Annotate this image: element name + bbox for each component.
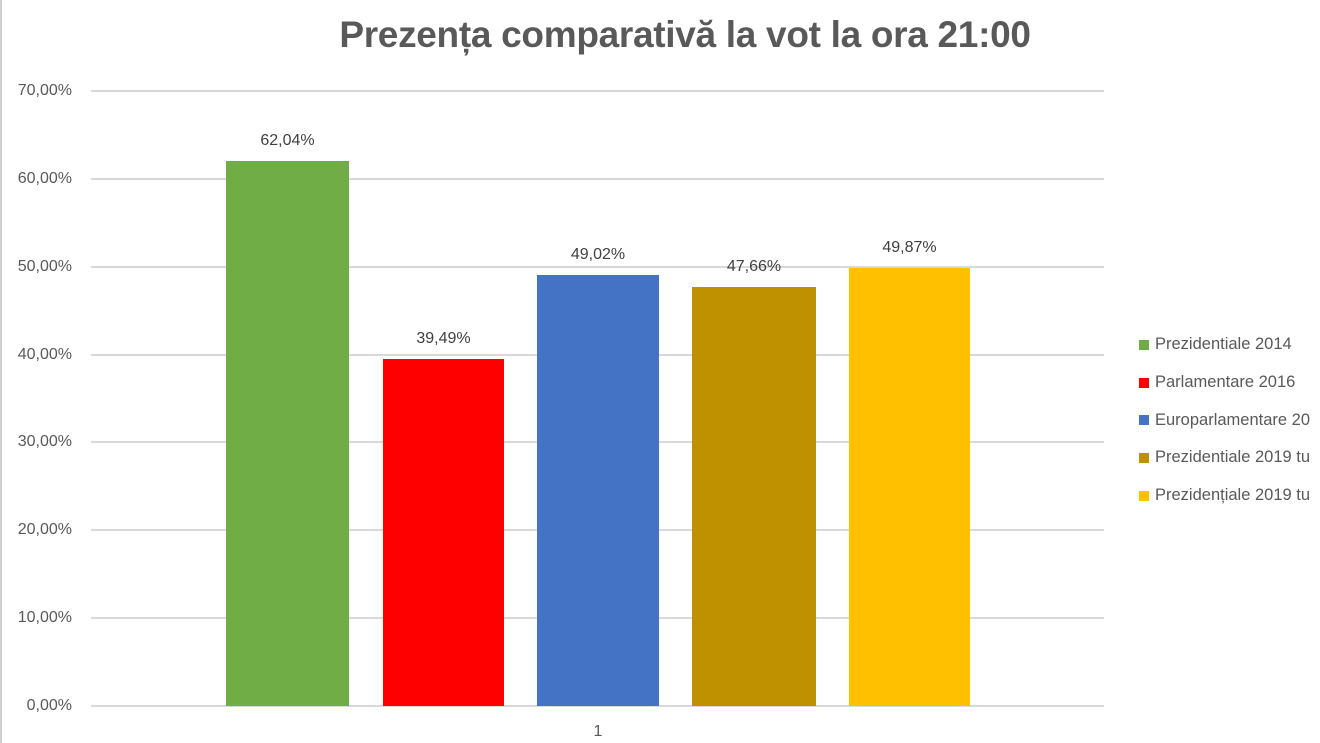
legend-swatch-icon: [1139, 377, 1149, 388]
plot-area: 0,00% 10,00% 20,00% 30,00% 40,00% 50,00% 60,00…: [18, 82, 1104, 714]
legend-item: Prezidentiale 2014: [1139, 326, 1310, 364]
y-tick-label: 10,00%: [17, 609, 72, 627]
legend-item: Parlamentare 2016: [1139, 364, 1310, 402]
legend-swatch-icon: [1139, 490, 1149, 501]
legend-swatch-icon: [1139, 415, 1149, 426]
y-tick-label: 30,00%: [17, 433, 72, 451]
bar: [226, 160, 349, 706]
legend-label: Europarlamentare 20: [1155, 410, 1311, 429]
y-tick-label: 50,00%: [17, 257, 72, 275]
legend-swatch-icon: [1139, 452, 1149, 463]
legend: Prezidentiale 2014 Parlamentare 2016 Europ…: [1139, 326, 1310, 514]
legend-label: Prezidențiale 2019 tu: [1155, 486, 1311, 505]
chart-frame-border: [0, 0, 2, 743]
gridline: [91, 90, 1104, 92]
legend-label: Parlamentare 2016: [1155, 373, 1296, 392]
gridline: [91, 265, 1104, 268]
bar: [537, 275, 659, 706]
y-tick-label: 20,00%: [17, 521, 72, 539]
legend-item: Europarlamentare 20: [1139, 401, 1310, 439]
chart-title: Prezența comparativă la vot la ora 21:00: [339, 14, 1031, 55]
y-tick-label: 0,00%: [26, 697, 72, 714]
data-label: 49,02%: [570, 246, 626, 264]
legend-swatch-icon: [1139, 339, 1149, 350]
bar: [383, 359, 504, 706]
gridline: [91, 705, 1104, 707]
legend-label: Prezidentiale 2014: [1155, 335, 1292, 354]
bar: [692, 287, 816, 706]
bar: [849, 267, 970, 706]
legend-item: Prezidentiale 2019 tu: [1139, 439, 1310, 477]
legend-item: Prezidențiale 2019 tu: [1139, 477, 1310, 515]
gridline: [91, 177, 1104, 180]
y-tick-label: 60,00%: [17, 169, 72, 187]
legend-label: Prezidentiale 2019 tu: [1155, 448, 1311, 467]
data-label: 49,87%: [882, 238, 937, 256]
data-label: 62,04%: [260, 131, 315, 149]
data-label: 39,49%: [416, 330, 471, 348]
y-tick-label: 70,00%: [17, 82, 72, 99]
y-tick-label: 40,00%: [17, 345, 72, 363]
data-label: 47,66%: [726, 258, 782, 276]
x-tick-label: 1: [593, 723, 603, 740]
